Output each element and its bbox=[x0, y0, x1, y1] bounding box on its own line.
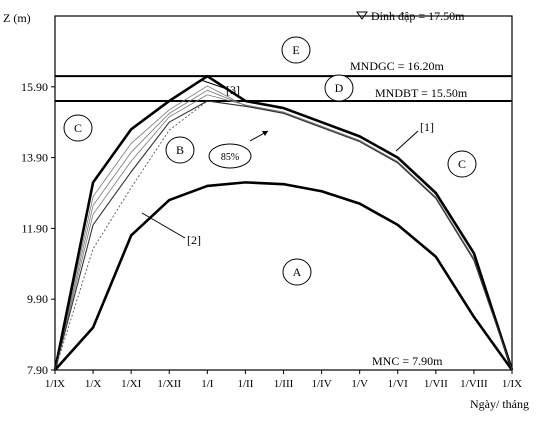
x-tick-label: 1/VI bbox=[388, 378, 409, 390]
x-tick-label: 1/IX bbox=[45, 378, 65, 390]
zone-label-a: A bbox=[293, 265, 302, 279]
x-tick-label: 1/IV bbox=[311, 378, 331, 390]
zone-label-c: C bbox=[458, 157, 466, 171]
zone-circle bbox=[165, 136, 195, 164]
mndgc-label: MNDGC = 16.20m bbox=[350, 59, 444, 73]
zone-label-e: E bbox=[292, 43, 299, 57]
series-3-label: [3] bbox=[226, 83, 240, 97]
zone-circle bbox=[282, 258, 312, 286]
y-tick-label: 15.90 bbox=[21, 80, 48, 94]
historical-trace-line bbox=[54, 89, 513, 371]
x-tick-label: 1/VII bbox=[424, 378, 448, 390]
x-tick-label: 1/X bbox=[85, 378, 102, 390]
mndbt-label: MNDBT = 15.50m bbox=[375, 86, 468, 100]
series-3-line bbox=[54, 100, 513, 371]
series-2-line bbox=[54, 181, 514, 371]
zone-circle bbox=[447, 150, 477, 178]
series-3-leader bbox=[200, 79, 225, 89]
zone-label-b: B bbox=[176, 143, 184, 157]
y-tick-label: 9.90 bbox=[27, 292, 48, 306]
historical-trace-line bbox=[54, 85, 513, 371]
percent-ellipse bbox=[208, 143, 252, 169]
x-axis-label: Ngày/ tháng bbox=[470, 397, 529, 411]
zone-circle bbox=[281, 36, 311, 64]
x-tick-label: 1/III bbox=[274, 378, 294, 390]
x-tick-label: 1/I bbox=[201, 378, 214, 390]
series-1-leader bbox=[395, 130, 419, 152]
zone-label-c: C bbox=[74, 121, 82, 135]
zone-label-d: D bbox=[335, 81, 344, 95]
y-tick-label: 7.90 bbox=[27, 363, 48, 377]
arrow-head-icon bbox=[262, 131, 268, 136]
triangle-down-icon bbox=[356, 11, 368, 20]
dam-crest-label: Đỉnh đập = 17.50m bbox=[371, 9, 465, 23]
zone-circle bbox=[63, 114, 93, 142]
series-1-label: [1] bbox=[420, 120, 434, 134]
series-1-line bbox=[53, 74, 514, 371]
x-tick-label: 1/IX bbox=[502, 378, 522, 390]
series-2-leader bbox=[141, 212, 186, 239]
x-tick-label: 1/VIII bbox=[460, 378, 488, 390]
series-2-label: [2] bbox=[187, 233, 201, 247]
y-tick-label: 13.90 bbox=[21, 151, 48, 165]
y-tick-label: 11.90 bbox=[21, 221, 48, 235]
percent-label: 85% bbox=[221, 152, 239, 163]
x-tick-label: 1/XII bbox=[157, 378, 181, 390]
x-tick-label: 1/II bbox=[237, 378, 253, 390]
mnc-label: MNC = 7.90m bbox=[372, 354, 443, 368]
historical-trace-line bbox=[54, 94, 513, 371]
zone-circle bbox=[324, 74, 354, 102]
x-tick-label: 1/XI bbox=[121, 378, 142, 390]
y-axis-label: Z (m) bbox=[3, 11, 31, 25]
x-tick-label: 1/V bbox=[351, 378, 368, 390]
